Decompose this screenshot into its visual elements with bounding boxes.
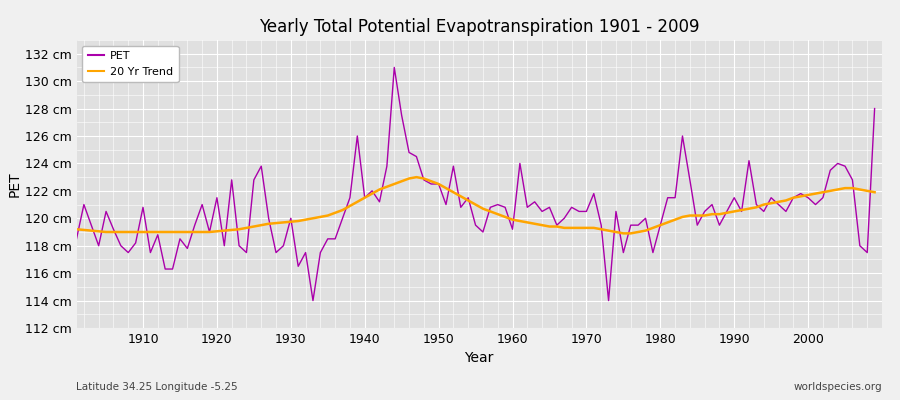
- Text: worldspecies.org: worldspecies.org: [794, 382, 882, 392]
- Text: Latitude 34.25 Longitude -5.25: Latitude 34.25 Longitude -5.25: [76, 382, 238, 392]
- Legend: PET, 20 Yr Trend: PET, 20 Yr Trend: [82, 46, 178, 82]
- Title: Yearly Total Potential Evapotranspiration 1901 - 2009: Yearly Total Potential Evapotranspiratio…: [259, 18, 699, 36]
- Y-axis label: PET: PET: [8, 171, 22, 197]
- X-axis label: Year: Year: [464, 352, 494, 366]
